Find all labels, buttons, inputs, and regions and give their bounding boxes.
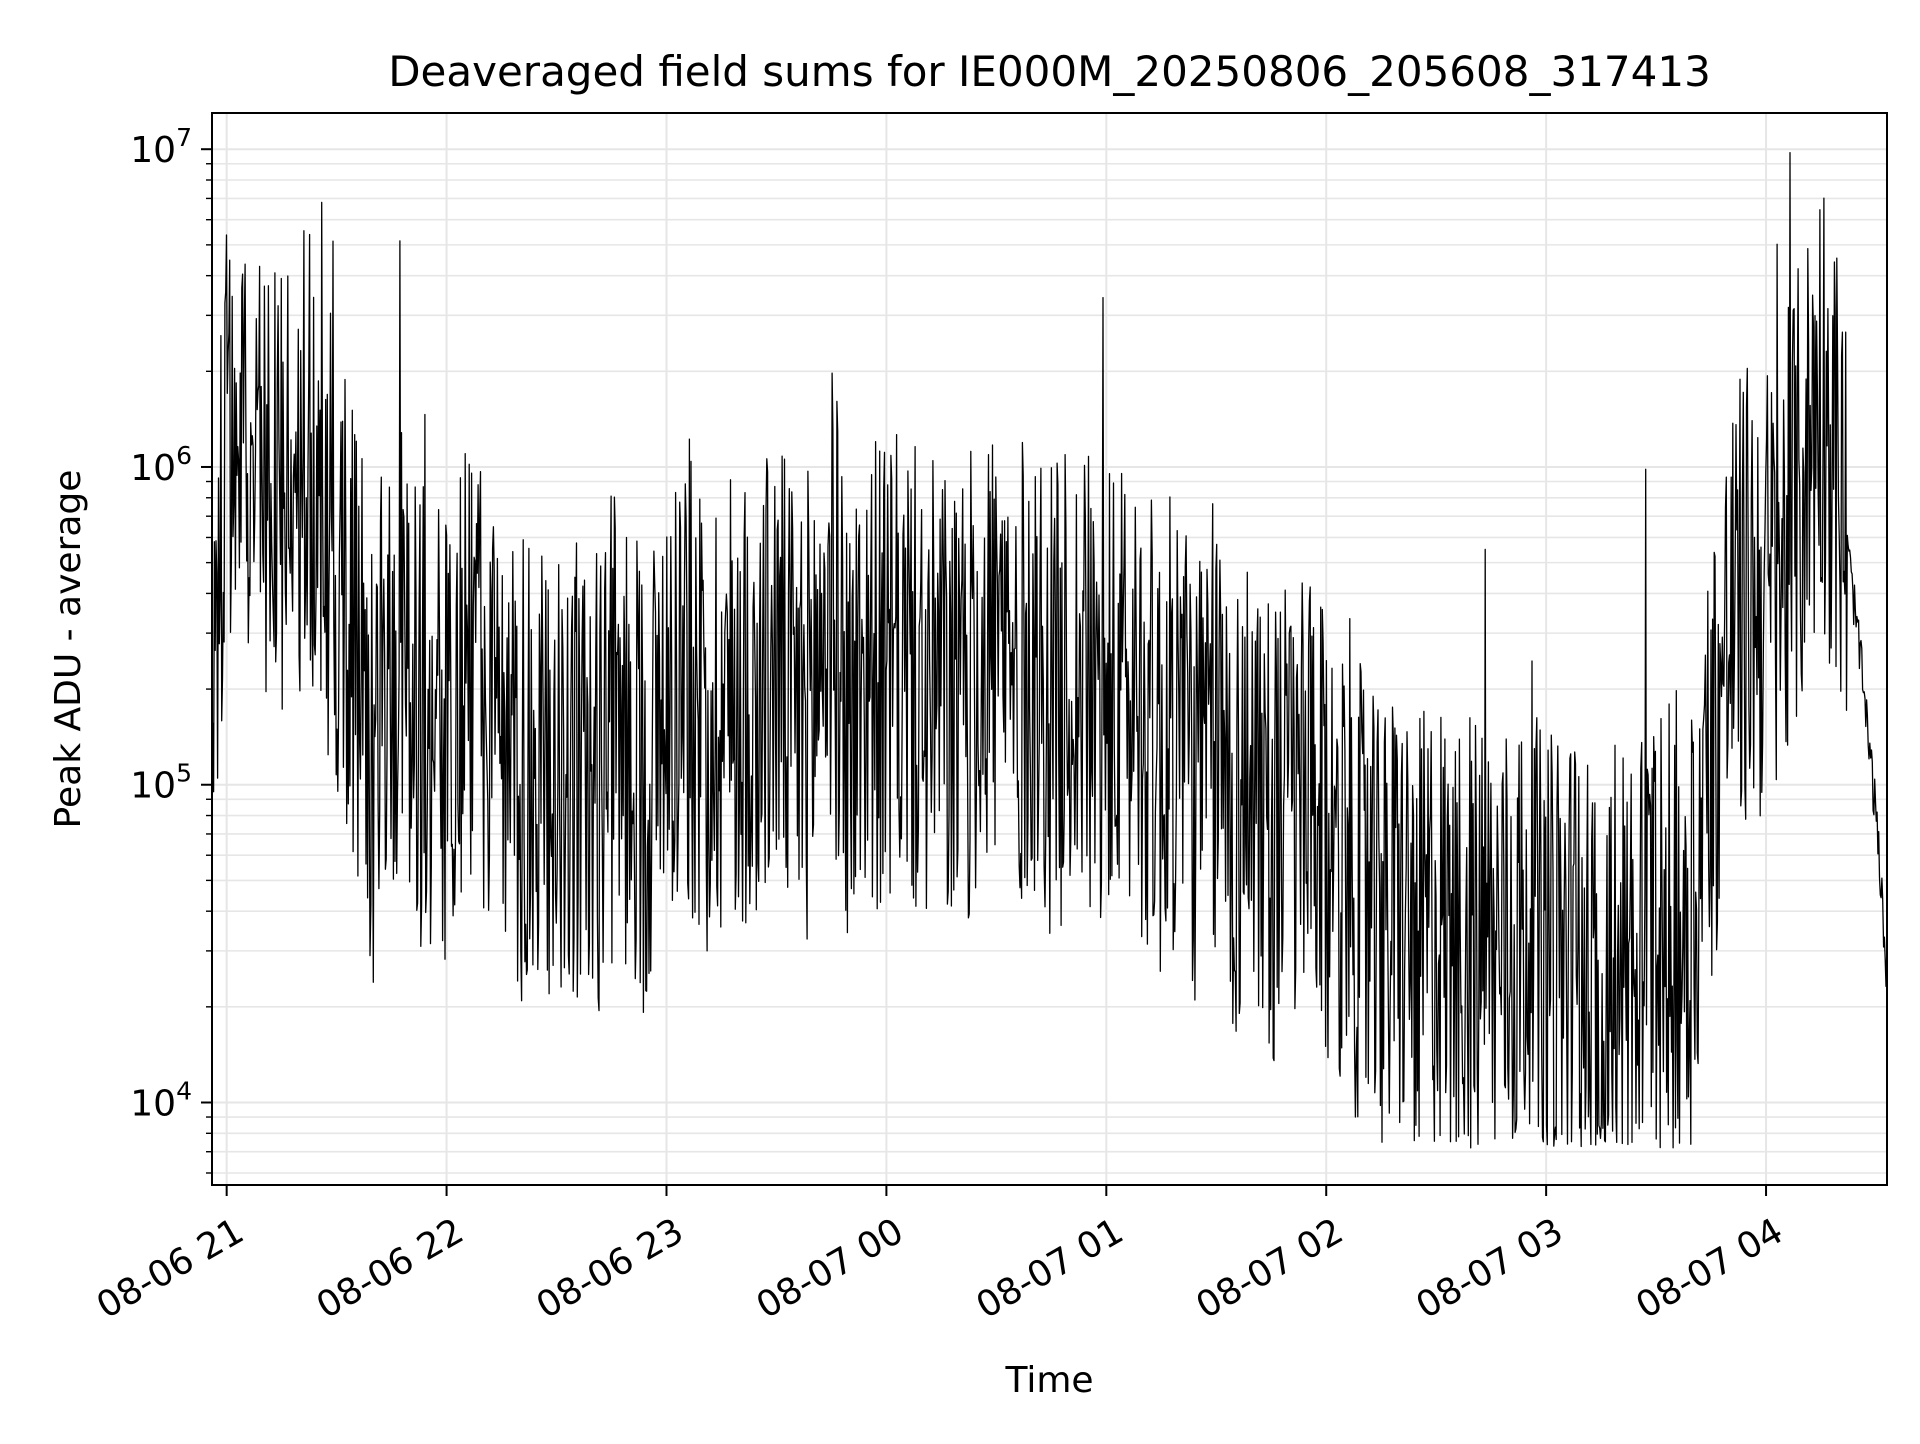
y-tick-label: 107 <box>130 123 192 171</box>
y-tick-label: 105 <box>130 759 192 807</box>
plot-frame <box>211 112 1888 1186</box>
chart-title: Deaveraged field sums for IE000M_2025080… <box>388 47 1711 96</box>
x-axis-label: Time <box>1004 1360 1093 1401</box>
y-tick-label: 104 <box>130 1076 192 1124</box>
series-line <box>211 152 1888 1149</box>
y-axis-label: Peak ADU - average <box>48 470 89 829</box>
y-tick-label: 106 <box>130 441 192 489</box>
